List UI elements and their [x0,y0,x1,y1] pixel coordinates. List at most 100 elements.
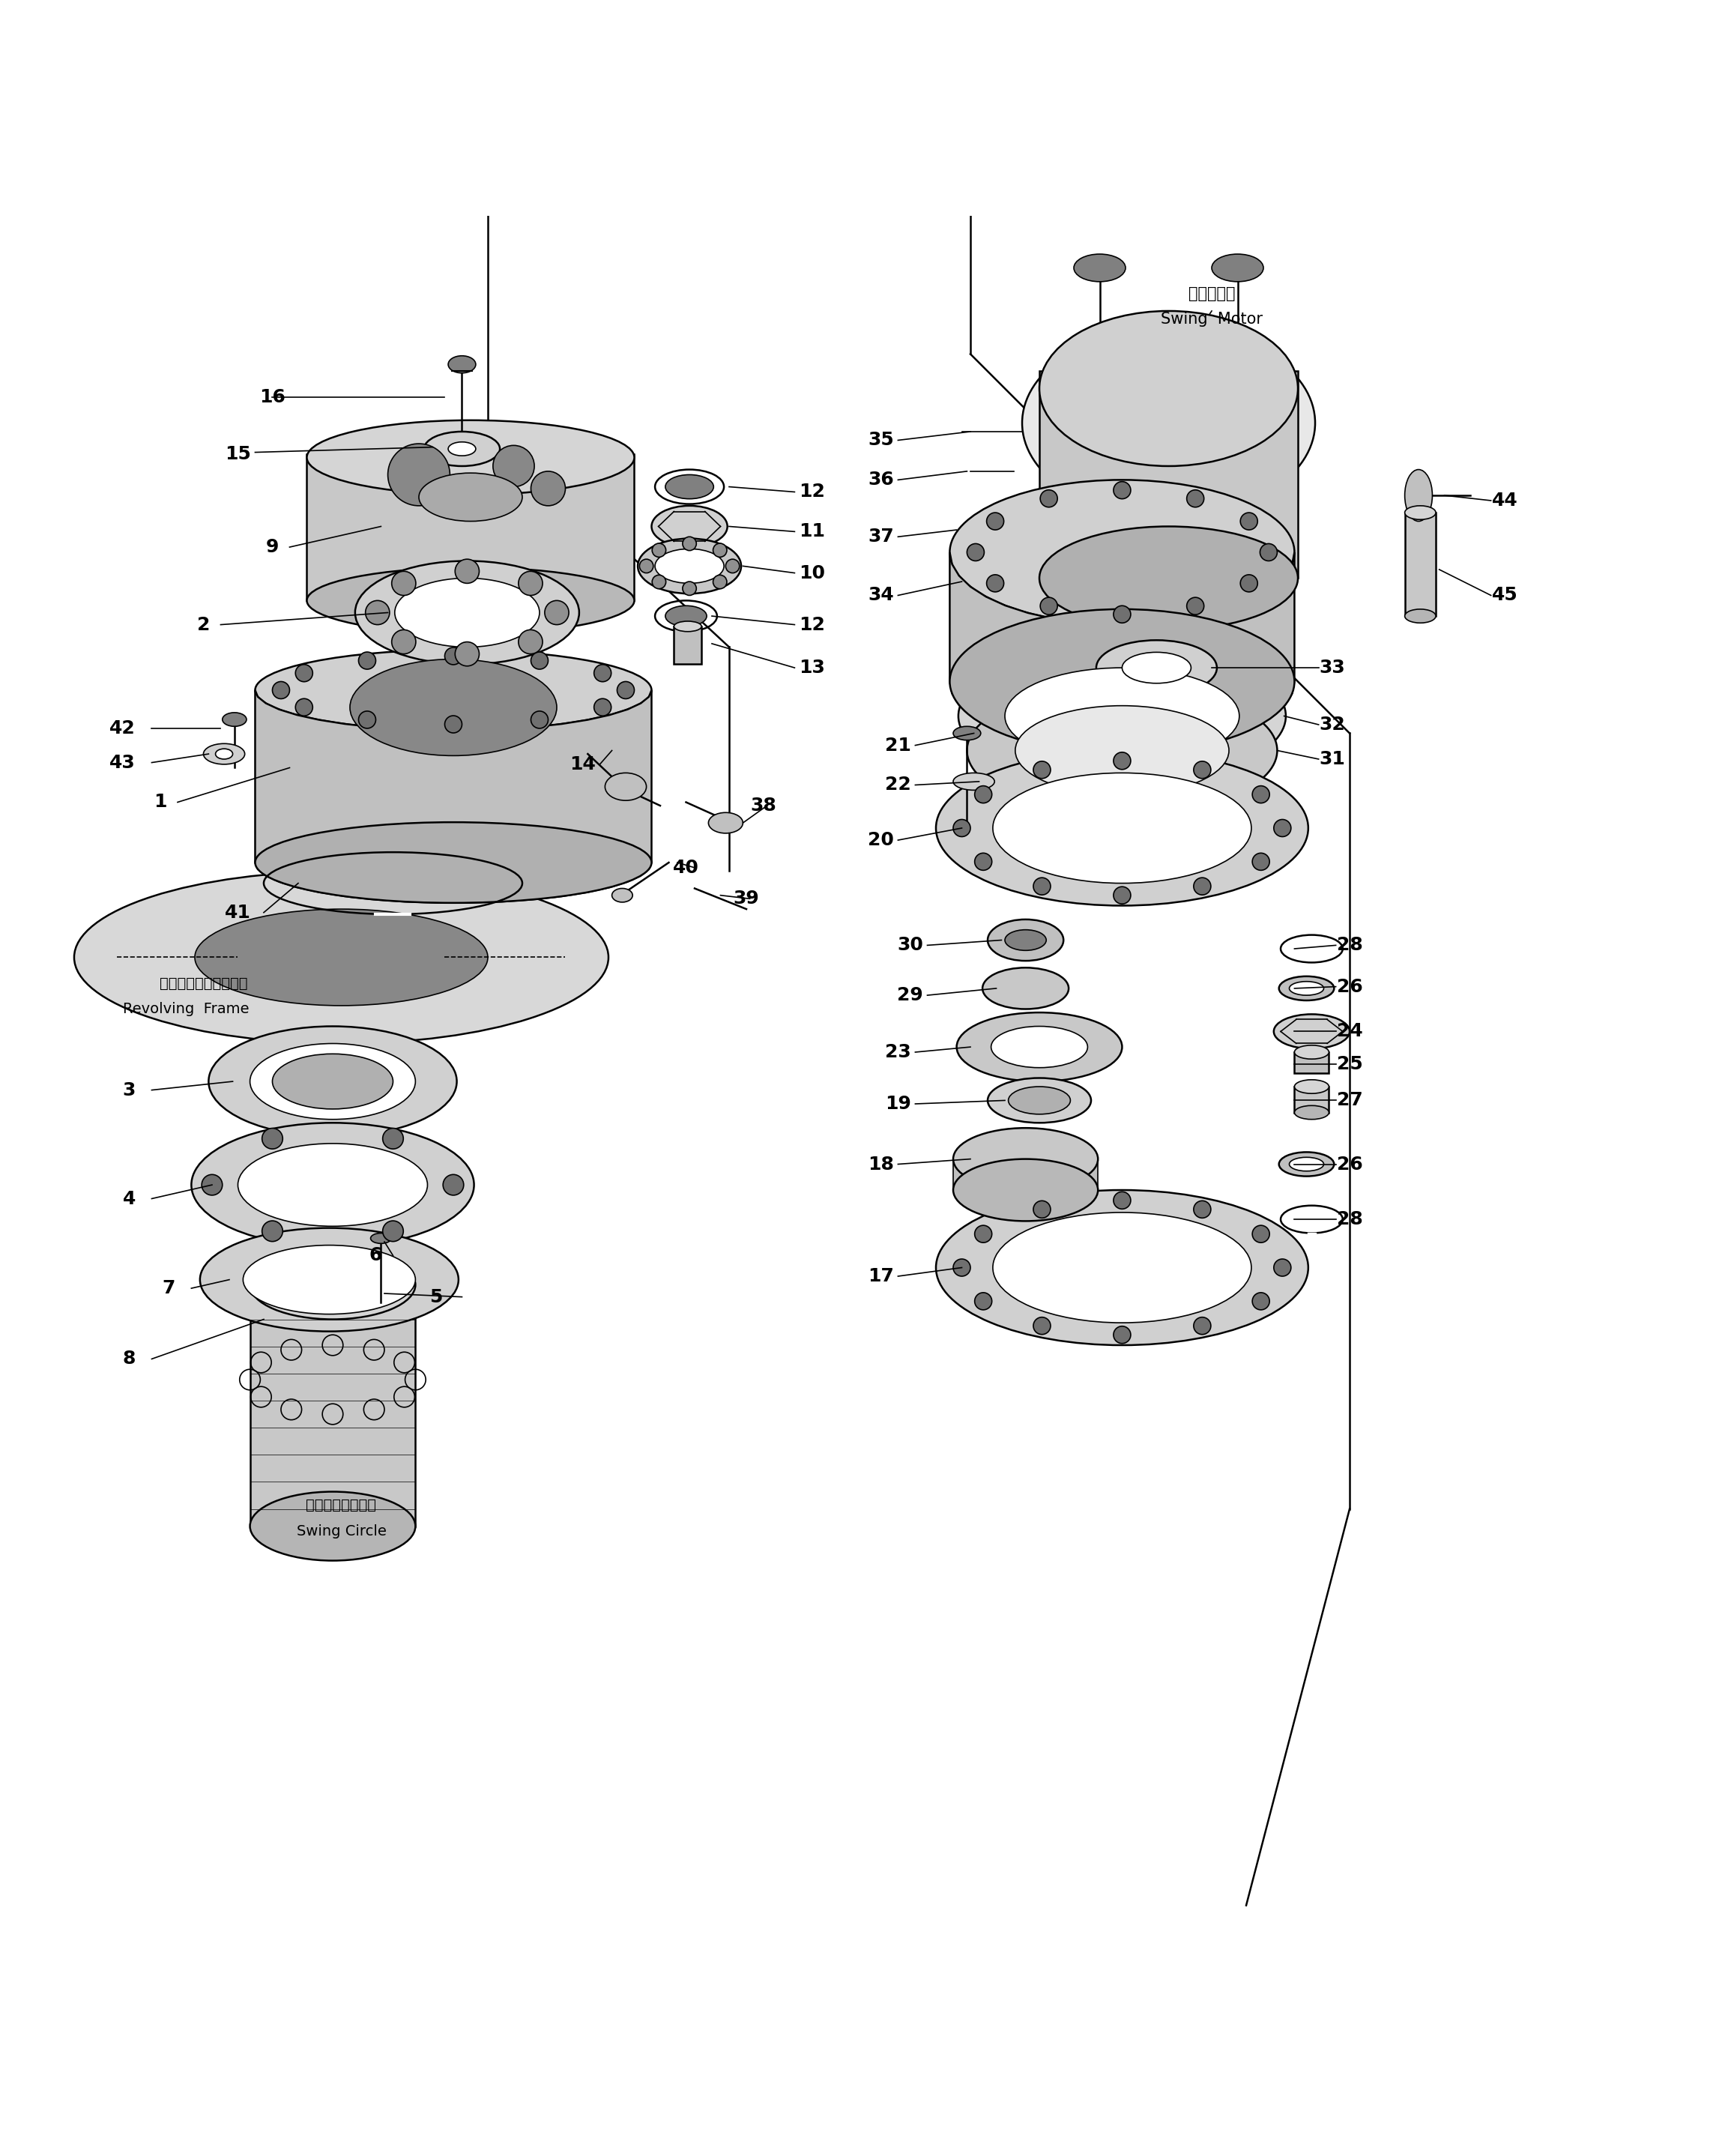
Polygon shape [950,552,1295,755]
Ellipse shape [988,1078,1091,1123]
Ellipse shape [255,649,652,731]
Circle shape [1193,1317,1210,1335]
Circle shape [272,681,290,699]
Text: 14: 14 [569,755,596,774]
Circle shape [1033,877,1051,895]
Ellipse shape [954,1160,1098,1220]
Circle shape [1033,1317,1051,1335]
Ellipse shape [1212,254,1264,282]
Ellipse shape [272,1054,394,1108]
Ellipse shape [350,660,557,755]
Ellipse shape [959,647,1287,785]
Ellipse shape [950,610,1295,755]
Bar [675,627,702,664]
Bar [1295,1052,1328,1074]
Ellipse shape [652,507,727,548]
Ellipse shape [307,567,635,634]
Ellipse shape [425,431,499,466]
Ellipse shape [250,1250,416,1319]
Ellipse shape [75,871,609,1044]
Ellipse shape [447,442,475,455]
Ellipse shape [1039,526,1297,630]
Text: 26: 26 [1337,977,1363,996]
Text: Swing  Motor: Swing Motor [1160,313,1262,328]
Text: 11: 11 [799,522,825,541]
Ellipse shape [1295,1080,1328,1093]
Ellipse shape [208,1026,456,1136]
Circle shape [201,1175,222,1194]
Circle shape [1252,854,1269,871]
Ellipse shape [307,420,635,494]
Ellipse shape [994,1212,1252,1324]
Text: 23: 23 [884,1044,910,1061]
Ellipse shape [988,918,1063,962]
Ellipse shape [1006,668,1240,763]
Ellipse shape [992,1026,1087,1067]
Bar [1039,371,1297,578]
Circle shape [595,664,610,681]
Text: 43: 43 [109,755,135,772]
Ellipse shape [420,472,522,522]
Text: 35: 35 [867,431,893,448]
Circle shape [1274,1259,1292,1276]
Text: 26: 26 [1337,1156,1363,1173]
Circle shape [968,543,985,561]
Ellipse shape [1039,310,1297,466]
Text: Swing Circle: Swing Circle [297,1524,387,1539]
Text: レボルビングフレーム: レボルビングフレーム [160,977,248,990]
Text: 3: 3 [123,1080,135,1100]
Circle shape [262,1128,283,1149]
Ellipse shape [1295,1046,1328,1059]
Ellipse shape [222,714,246,727]
Text: 8: 8 [123,1350,135,1367]
Text: 33: 33 [1320,660,1346,677]
Bar [307,455,635,602]
Ellipse shape [238,1143,428,1227]
Circle shape [531,472,565,507]
Text: 6: 6 [369,1246,381,1266]
Ellipse shape [250,1492,416,1561]
Ellipse shape [936,750,1307,906]
Ellipse shape [355,561,579,664]
Ellipse shape [950,481,1295,625]
Ellipse shape [1290,1158,1323,1171]
Circle shape [975,1294,992,1311]
Circle shape [1033,1201,1051,1218]
Circle shape [359,711,376,729]
Ellipse shape [957,1013,1122,1082]
Circle shape [954,1259,971,1276]
Circle shape [987,576,1004,593]
Text: 38: 38 [751,798,777,815]
Circle shape [1186,489,1203,507]
Ellipse shape [1006,929,1046,951]
Circle shape [359,651,376,668]
Text: 41: 41 [225,903,251,921]
Bar [954,1160,1098,1190]
Text: 44: 44 [1491,492,1517,509]
Circle shape [1240,576,1257,593]
Circle shape [652,576,666,589]
Ellipse shape [1405,610,1436,623]
Ellipse shape [675,621,702,632]
Text: 45: 45 [1491,586,1517,604]
Circle shape [544,602,569,625]
Text: Revolving  Frame: Revolving Frame [123,1003,250,1015]
Circle shape [295,699,312,716]
Ellipse shape [1290,981,1323,996]
Ellipse shape [666,606,707,627]
Text: 17: 17 [867,1268,893,1285]
Ellipse shape [709,813,742,832]
Text: 36: 36 [867,470,893,489]
Text: 42: 42 [109,720,135,737]
Ellipse shape [1009,1087,1070,1115]
Ellipse shape [655,550,723,584]
Circle shape [1113,1326,1131,1343]
Text: 28: 28 [1337,936,1363,955]
Ellipse shape [954,1128,1098,1190]
Ellipse shape [447,356,475,373]
Circle shape [366,602,390,625]
Text: 28: 28 [1337,1210,1363,1229]
Text: 30: 30 [896,936,922,955]
Text: 12: 12 [799,483,825,500]
Text: 9: 9 [265,539,279,556]
